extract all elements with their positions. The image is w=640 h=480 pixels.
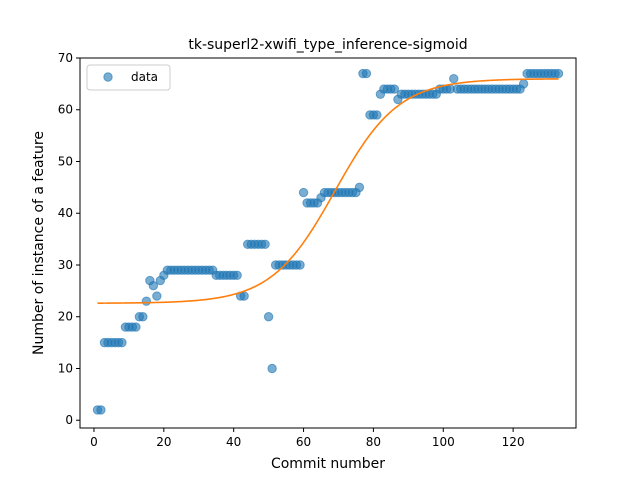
legend-marker xyxy=(103,72,113,82)
x-axis-label: Commit number xyxy=(271,456,385,472)
data-point xyxy=(260,239,270,249)
y-axis-label: Number of instance of a feature xyxy=(31,131,47,355)
data-point xyxy=(518,79,529,89)
data-point xyxy=(232,270,242,281)
y-tick-label: 10 xyxy=(58,361,73,375)
fit-curve xyxy=(97,78,559,304)
y-axis: 0 10 20 30 40 50 60 70 xyxy=(58,51,80,427)
y-tick-label: 20 xyxy=(58,310,73,324)
data-point xyxy=(298,187,309,198)
y-tick-label: 40 xyxy=(58,206,73,220)
data-point xyxy=(117,337,127,348)
legend-box xyxy=(86,64,171,91)
y-tick-label: 50 xyxy=(58,154,73,168)
data-point xyxy=(449,73,459,84)
data-point xyxy=(354,182,365,193)
data-point xyxy=(361,68,372,79)
data-point xyxy=(152,291,162,301)
axes-frame xyxy=(79,57,577,429)
y-tick-label: 0 xyxy=(65,413,73,427)
data-point xyxy=(131,322,141,332)
chart-title: tk-superl2-xwifi_type_inference-sigmoid xyxy=(188,37,467,53)
y-tick-label: 30 xyxy=(58,258,73,272)
y-tick-label: 60 xyxy=(58,103,73,117)
x-tick-label: 120 xyxy=(502,435,525,449)
plot-area xyxy=(92,68,564,415)
legend-label: data xyxy=(131,70,158,84)
x-tick-label: 60 xyxy=(296,435,311,449)
legend: data xyxy=(86,64,171,91)
x-tick-label: 0 xyxy=(90,435,98,449)
x-tick-label: 40 xyxy=(226,435,241,449)
data-point xyxy=(553,68,564,79)
data-point xyxy=(239,291,249,301)
x-tick-label: 100 xyxy=(432,435,455,449)
data-point xyxy=(372,110,382,120)
data-point xyxy=(389,84,400,94)
data-point xyxy=(267,363,277,374)
data-point xyxy=(138,312,148,322)
data-point xyxy=(148,280,159,291)
data-point xyxy=(96,405,106,415)
x-axis: 0 20 40 60 80 100 120 xyxy=(90,428,525,449)
x-tick-label: 20 xyxy=(156,435,171,449)
data-point xyxy=(263,312,274,322)
y-tick-label: 70 xyxy=(58,51,73,65)
data-point xyxy=(141,296,152,306)
x-tick-label: 80 xyxy=(366,435,381,449)
data-point xyxy=(295,260,305,270)
